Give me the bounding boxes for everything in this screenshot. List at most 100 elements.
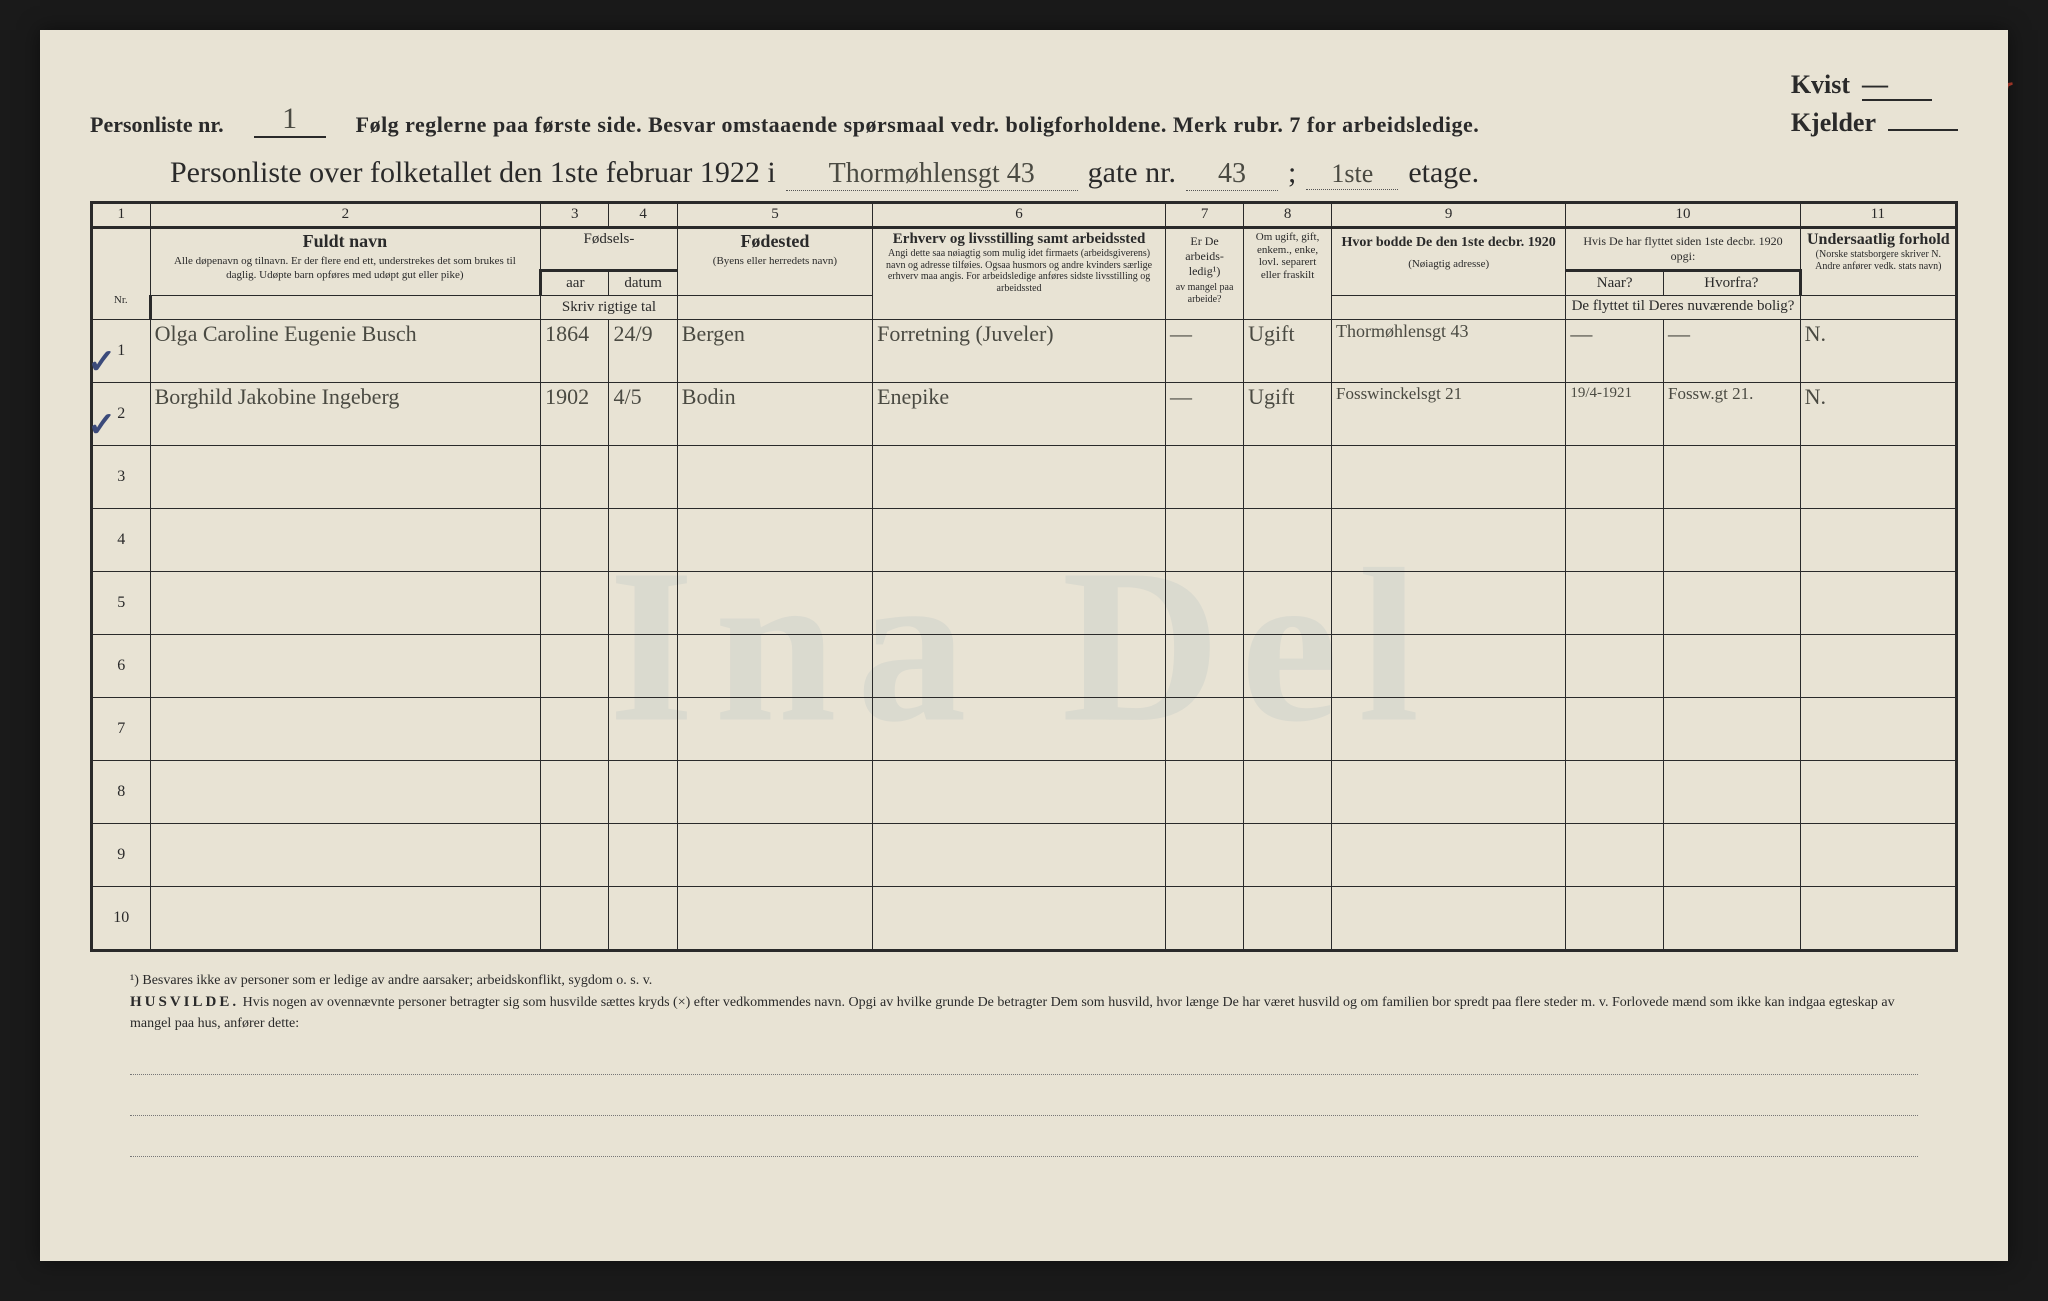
table-row: 8 — [92, 760, 1957, 823]
head-spacer-forhold — [1800, 295, 1956, 319]
row-checkmark: ✓ — [88, 405, 117, 445]
blank-line — [130, 1089, 1918, 1116]
cell-nr: 6 — [92, 634, 151, 697]
table-row: 5 — [92, 571, 1957, 634]
cell-adresse1920: Fosswinckelsgt 21 — [1332, 382, 1566, 445]
personliste-nr-value: 1 — [254, 102, 326, 138]
footnote-husvilde: HUSVILDE. Hvis nogen av ovennævnte perso… — [130, 991, 1918, 1035]
colnum-11: 11 — [1800, 203, 1956, 228]
husvilde-label: HUSVILDE. — [130, 994, 239, 1010]
cell-nr: 4 — [92, 508, 151, 571]
cell-navn: Borghild Jakobine Ingeberg — [150, 382, 541, 445]
head-skriv-rigtige: Skriv rigtige tal — [541, 295, 678, 319]
colnum-10: 10 — [1566, 203, 1800, 228]
colnum-1: 1 — [92, 203, 151, 228]
footnotes: ¹) Besvares ikke av personer som er ledi… — [90, 970, 1958, 1158]
colnum-3: 3 — [541, 203, 609, 228]
cell-ledig: — — [1166, 319, 1244, 382]
census-table: 1 2 3 4 5 6 7 8 9 10 11 Nr. Fuldt navn — [90, 201, 1958, 952]
colnum-4: 4 — [609, 203, 677, 228]
blank-line — [130, 1048, 1918, 1075]
table-row: 4 — [92, 508, 1957, 571]
colnum-8: 8 — [1244, 203, 1332, 228]
head-flyttet: Hvis De har flyttet siden 1ste decbr. 19… — [1566, 228, 1800, 271]
kvist-kjelder-block: Kvist — Kjelder — [1791, 70, 1958, 138]
cell-nr: 7 — [92, 697, 151, 760]
table-row: 9 — [92, 823, 1957, 886]
kvist-value: — — [1862, 70, 1932, 101]
head-erhverv: Erhverv og livsstilling samt arbeidssted… — [873, 228, 1166, 320]
viewer-frame: V Ina Del Personliste nr. 1 Følg reglern… — [0, 0, 2048, 1301]
cell-hvorfra: Fossw.gt 21. — [1663, 382, 1800, 445]
kjelder-value — [1888, 101, 1958, 132]
head-spacer-adresse — [1332, 295, 1566, 319]
head-nr: Nr. — [92, 228, 151, 320]
head-hvorfra: Hvorfra? — [1663, 271, 1800, 296]
footnote-1: ¹) Besvares ikke av personer som er ledi… — [130, 970, 1918, 991]
head-datum: datum — [609, 271, 677, 296]
colnum-9: 9 — [1332, 203, 1566, 228]
cell-nr: ✓ 2 — [92, 382, 151, 445]
cell-erhverv: Forretning (Juveler) — [873, 319, 1166, 382]
head-navn: Fuldt navn Alle døpenavn og tilnavn. Er … — [150, 228, 541, 296]
husvilde-text: Hvis nogen av ovennævnte personer betrag… — [130, 995, 1895, 1032]
head-naar: Naar? — [1566, 271, 1664, 296]
cell-sivilstand: Ugift — [1244, 382, 1332, 445]
cell-hvorfra: — — [1663, 319, 1800, 382]
table-row: ✓ 1 Olga Caroline Eugenie Busch 1864 24/… — [92, 319, 1957, 382]
colnum-7: 7 — [1166, 203, 1244, 228]
kjelder-label: Kjelder — [1791, 108, 1876, 138]
cell-navn: Olga Caroline Eugenie Busch — [150, 319, 541, 382]
cell-datum: 4/5 — [609, 382, 677, 445]
cell-nr: 8 — [92, 760, 151, 823]
etage-label: etage. — [1408, 156, 1479, 190]
colnum-6: 6 — [873, 203, 1166, 228]
header-row: Personliste nr. 1 Følg reglerne paa førs… — [90, 70, 1958, 138]
table-row: 6 — [92, 634, 1957, 697]
cell-fodested: Bodin — [677, 382, 872, 445]
head-flyttet-sub: De flyttet til Deres nuværende bolig? — [1566, 295, 1800, 319]
cell-datum: 24/9 — [609, 319, 677, 382]
street-name: Thormøhlensgt 43 — [786, 158, 1078, 191]
cell-ledig: — — [1166, 382, 1244, 445]
table-row: ✓ 2 Borghild Jakobine Ingeberg 1902 4/5 … — [92, 382, 1957, 445]
table-row: 7 — [92, 697, 1957, 760]
cell-nr: 10 — [92, 886, 151, 950]
table-row: 10 — [92, 886, 1957, 950]
head-forhold: Undersaatlig forhold (Norske statsborger… — [1800, 228, 1956, 296]
cell-nr: 5 — [92, 571, 151, 634]
cell-fodested: Bergen — [677, 319, 872, 382]
cell-naar: — — [1566, 319, 1664, 382]
title-prefix: Personliste over folketallet den 1ste fe… — [170, 156, 776, 190]
head-aar: aar — [541, 271, 609, 296]
census-form: Ina Del Personliste nr. 1 Følg reglerne … — [40, 30, 2008, 1261]
head-sivilstand: Om ugift, gift, enkem., enke, lovl. sepa… — [1244, 228, 1332, 320]
column-numbers-row: 1 2 3 4 5 6 7 8 9 10 11 — [92, 203, 1957, 228]
cell-forhold: N. — [1800, 382, 1956, 445]
cell-sivilstand: Ugift — [1244, 319, 1332, 382]
colnum-5: 5 — [677, 203, 872, 228]
head-spacer-navn — [150, 295, 541, 319]
etage-value: 1ste — [1306, 159, 1398, 190]
table-row: 3 — [92, 445, 1957, 508]
cell-naar: 19/4-1921 — [1566, 382, 1664, 445]
column-headings-row: Nr. Fuldt navn Alle døpenavn og tilnavn.… — [92, 228, 1957, 271]
head-spacer-fodested — [677, 295, 872, 319]
gate-nr-label: gate nr. — [1088, 156, 1176, 190]
cell-forhold: N. — [1800, 319, 1956, 382]
cell-nr: ✓ 1 — [92, 319, 151, 382]
cell-nr: 3 — [92, 445, 151, 508]
head-adresse1920: Hvor bodde De den 1ste decbr. 1920 (Nøia… — [1332, 228, 1566, 296]
title-semicolon: ; — [1288, 156, 1296, 190]
cell-aar: 1864 — [541, 319, 609, 382]
header-instruction: Følg reglerne paa første side. Besvar om… — [356, 112, 1480, 138]
personliste-nr-label: Personliste nr. — [90, 112, 224, 138]
kvist-label: Kvist — [1791, 70, 1850, 100]
row-checkmark: ✓ — [88, 342, 117, 382]
blank-line — [130, 1130, 1918, 1157]
title-row: Personliste over folketallet den 1ste fe… — [90, 156, 1958, 191]
head-fodsels: Fødsels- — [541, 228, 678, 271]
head-ledig: Er De arbeids-ledig¹) av mangel paa arbe… — [1166, 228, 1244, 320]
cell-nr: 9 — [92, 823, 151, 886]
head-fodested: Fødested (Byens eller herredets navn) — [677, 228, 872, 296]
